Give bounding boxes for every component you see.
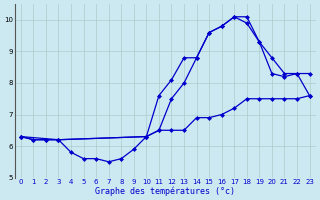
X-axis label: Graphe des températures (°c): Graphe des températures (°c) bbox=[95, 186, 235, 196]
